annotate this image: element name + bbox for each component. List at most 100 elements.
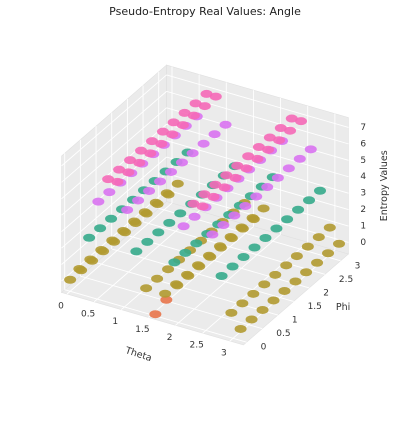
data-point <box>138 208 151 217</box>
data-point <box>258 280 271 289</box>
z-axis-label: Entropy Values <box>379 150 390 221</box>
data-point <box>102 175 115 184</box>
x-tick-label: 1 <box>112 317 118 327</box>
data-point <box>225 308 238 317</box>
data-point <box>271 173 284 182</box>
data-point <box>192 261 205 270</box>
data-point <box>252 143 265 152</box>
data-point <box>322 249 335 258</box>
data-point <box>236 299 249 308</box>
y-tick-label: 2 <box>323 288 329 298</box>
data-point <box>209 180 222 189</box>
grid-line <box>175 234 281 326</box>
data-point <box>149 310 162 319</box>
data-point <box>168 258 181 267</box>
data-point <box>285 114 298 123</box>
grid-line <box>61 91 167 183</box>
data-point <box>207 192 220 201</box>
data-point <box>203 251 216 260</box>
data-point <box>170 280 183 289</box>
data-point <box>301 242 314 251</box>
data-point <box>198 102 211 111</box>
data-point <box>105 214 118 223</box>
data-point <box>217 221 230 230</box>
grid-line <box>61 156 167 249</box>
data-point <box>228 211 241 220</box>
data-point <box>261 183 274 192</box>
data-point <box>94 224 107 233</box>
data-point <box>121 205 134 214</box>
data-point <box>146 137 159 146</box>
data-point <box>166 130 179 139</box>
data-point <box>273 136 286 145</box>
data-point <box>250 192 263 201</box>
grid-line <box>61 74 167 167</box>
data-point <box>256 305 269 314</box>
data-point <box>224 232 237 241</box>
data-point <box>143 186 156 195</box>
grid-line <box>202 241 309 334</box>
grid-line <box>66 202 173 295</box>
data-point <box>242 152 255 161</box>
data-point <box>282 164 295 173</box>
y-tick-label: 2.5 <box>339 275 353 285</box>
grid-line <box>166 156 349 211</box>
data-point <box>198 190 211 199</box>
data-point <box>117 226 130 235</box>
x-axis-label: Theta <box>123 345 153 364</box>
data-point <box>220 171 233 180</box>
data-point <box>248 243 261 252</box>
data-point <box>111 177 124 186</box>
data-point <box>209 92 222 101</box>
data-point <box>187 111 200 120</box>
z-tick-label: 5 <box>360 156 366 166</box>
data-point <box>295 117 308 126</box>
data-point <box>159 289 172 298</box>
data-point <box>106 236 119 245</box>
data-point <box>219 120 232 129</box>
grid-line <box>95 262 279 316</box>
x-tick-label: 0 <box>58 301 64 311</box>
data-point <box>181 270 194 279</box>
data-point <box>234 324 247 333</box>
data-point <box>155 139 168 148</box>
data-point <box>176 121 189 130</box>
data-point <box>231 161 244 170</box>
data-point <box>259 233 272 242</box>
data-point <box>280 261 293 270</box>
data-point <box>103 188 116 197</box>
data-point <box>95 245 108 254</box>
data-point <box>122 168 135 177</box>
y-tick-label: 1 <box>292 316 298 326</box>
y-tick-label: 0 <box>261 343 267 353</box>
data-point <box>187 199 200 208</box>
data-point <box>188 212 201 221</box>
data-point <box>257 204 270 213</box>
z-tick-label: 0 <box>360 238 366 248</box>
data-point <box>160 295 173 304</box>
data-point <box>293 154 306 163</box>
data-point <box>130 247 143 256</box>
data-point <box>133 158 146 167</box>
data-point <box>156 127 169 136</box>
data-point <box>206 230 219 239</box>
data-point <box>323 223 336 232</box>
data-point <box>281 215 294 224</box>
data-point <box>83 233 96 242</box>
z-tick-label: 6 <box>360 139 366 149</box>
data-point <box>218 183 231 192</box>
data-point <box>304 145 317 154</box>
data-point <box>311 258 324 267</box>
data-point <box>92 197 105 206</box>
data-point <box>179 248 192 257</box>
data-point <box>229 173 242 182</box>
x-tick-label: 2 <box>167 333 173 343</box>
data-point <box>84 255 97 264</box>
z-tick-label: 2 <box>360 205 366 215</box>
data-point <box>274 124 287 133</box>
data-point <box>162 265 175 274</box>
data-point <box>290 252 303 261</box>
data-point <box>314 186 327 195</box>
y-tick-label: 3 <box>355 261 361 271</box>
